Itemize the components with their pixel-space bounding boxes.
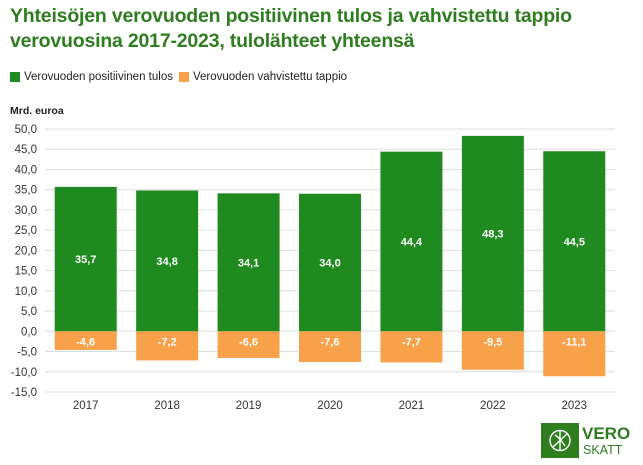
x-tick-label: 2023	[561, 400, 587, 412]
data-label-loss: -11,1	[562, 336, 586, 348]
bar-loss	[380, 331, 443, 363]
bar-loss	[54, 331, 117, 350]
bar-positive	[461, 135, 524, 332]
y-tick-label: 5,0	[21, 306, 37, 318]
bar-positive	[54, 186, 117, 332]
bar-positive	[380, 151, 443, 332]
data-label-loss: -4,6	[76, 336, 95, 348]
data-label-loss: -7,2	[158, 336, 177, 348]
legend-swatch-positive	[10, 72, 20, 82]
legend-item-loss: Verovuoden vahvistettu tappio	[178, 71, 348, 83]
x-tick-label: 2018	[154, 400, 180, 412]
data-label-loss: -9,5	[483, 336, 502, 348]
bar-loss	[299, 331, 361, 363]
legend: Verovuoden positiivinen tulos Verovuoden…	[10, 71, 353, 83]
bar-positive	[217, 193, 280, 332]
bar-loss	[136, 331, 199, 361]
data-label-positive: 34,8	[156, 256, 177, 268]
x-tick-label: 2017	[73, 400, 99, 412]
y-tick-label: 10,0	[15, 286, 37, 298]
y-tick-label: 30,0	[15, 205, 37, 217]
y-tick-label: 0,0	[21, 326, 37, 338]
y-tick-label: 25,0	[15, 225, 37, 237]
y-tick-label: -5,0	[17, 347, 37, 359]
bar-positive	[299, 193, 361, 332]
y-tick-label: 45,0	[15, 144, 37, 156]
data-label-loss: -6,6	[239, 336, 258, 348]
bar-loss	[461, 331, 524, 370]
data-label-positive: 35,7	[75, 254, 96, 266]
data-label-positive: 44,5	[564, 236, 585, 248]
y-tick-label: 40,0	[15, 164, 37, 176]
y-tick-label: -15,0	[11, 387, 37, 399]
y-axis-unit-label: Mrd. euroa	[10, 105, 64, 117]
bar-loss	[543, 331, 606, 377]
legend-swatch-loss	[178, 72, 189, 82]
logo-text-skatt: SKATT	[583, 443, 623, 457]
chart-title: Yhteisöjen verovuoden positiivinen tulos…	[10, 5, 572, 52]
x-tick-label: 2022	[480, 400, 506, 412]
logo-text-vero: VERO	[582, 424, 630, 443]
x-tick-label: 2019	[236, 400, 262, 412]
bar-positive	[136, 190, 199, 332]
data-label-positive: 48,3	[482, 229, 503, 241]
data-label-positive: 34,1	[238, 257, 259, 269]
y-tick-label: -10,0	[11, 367, 37, 379]
y-tick-label: 15,0	[15, 266, 37, 278]
x-tick-label: 2020	[317, 400, 343, 412]
y-tick-label: 20,0	[15, 245, 37, 257]
legend-label-loss: Verovuoden vahvistettu tappio	[192, 71, 348, 83]
x-tick-label: 2021	[399, 400, 425, 412]
bar-positive	[543, 151, 606, 332]
legend-item-positive: Verovuoden positiivinen tulos	[10, 71, 173, 83]
vero-skatt-logo: VERO SKATT	[541, 423, 630, 458]
data-label-loss: -7,7	[402, 336, 421, 348]
legend-label-positive: Verovuoden positiivinen tulos	[24, 71, 173, 83]
data-label-positive: 34,0	[319, 258, 340, 270]
data-label-loss: -7,6	[321, 336, 340, 348]
data-label-positive: 44,4	[401, 236, 423, 248]
y-tick-label: 35,0	[15, 185, 37, 197]
y-tick-label: 50,0	[15, 124, 37, 136]
bar-loss	[217, 331, 280, 359]
